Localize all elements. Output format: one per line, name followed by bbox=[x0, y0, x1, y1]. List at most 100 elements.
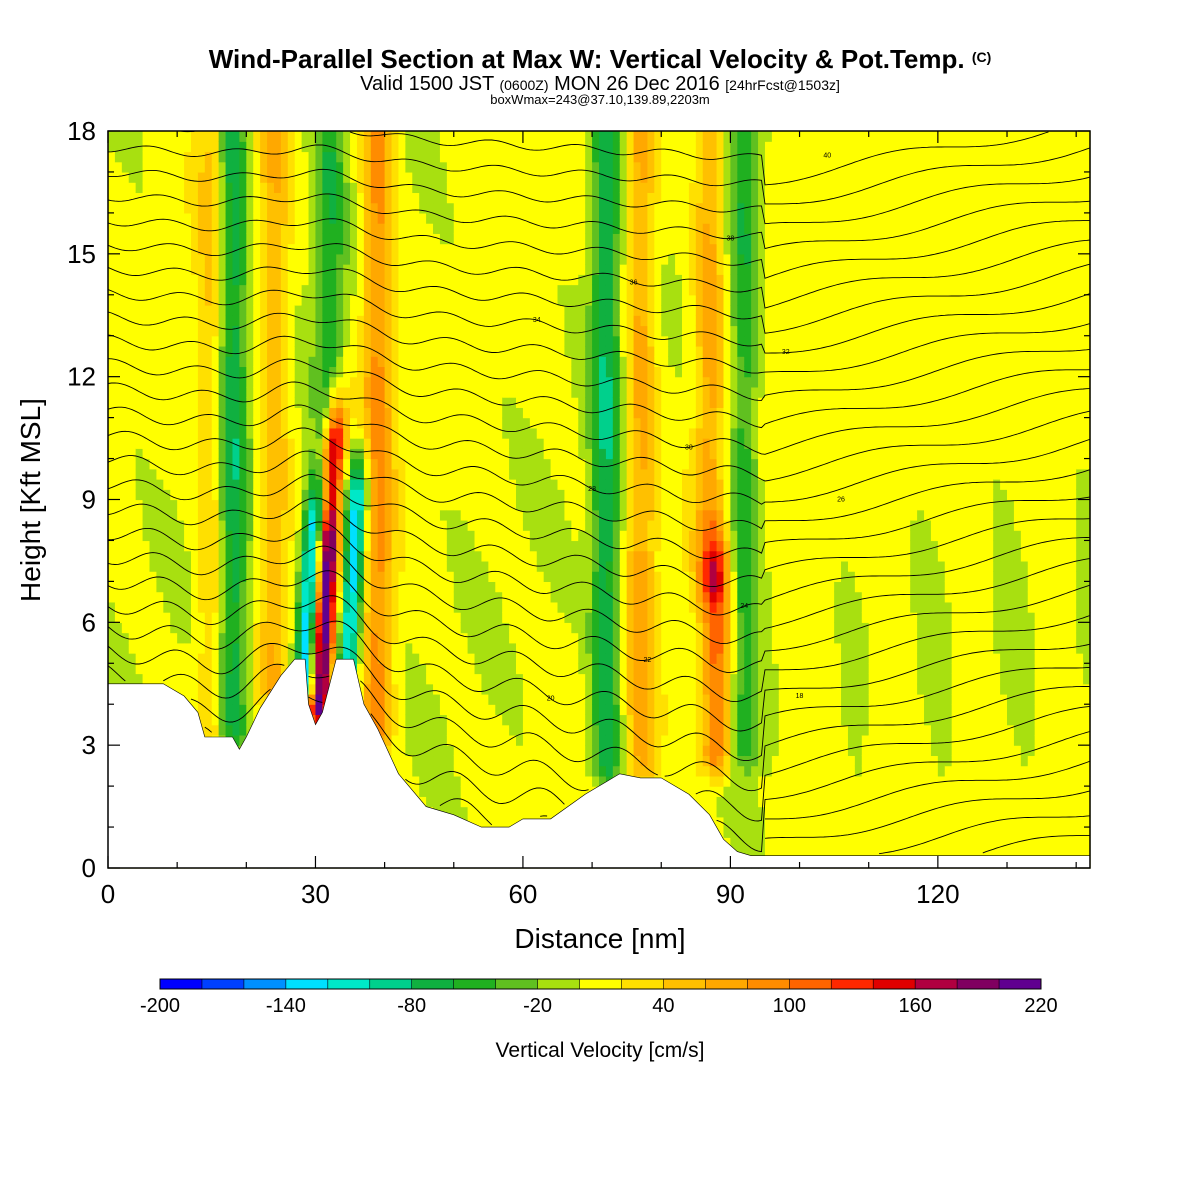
field-cell bbox=[156, 581, 164, 593]
field-cell bbox=[384, 294, 393, 306]
field-cell bbox=[495, 212, 503, 224]
field-cell bbox=[460, 571, 469, 582]
field-cell bbox=[384, 427, 393, 439]
field-cell bbox=[550, 622, 559, 634]
field-cell bbox=[426, 765, 434, 777]
field-cell bbox=[550, 786, 559, 797]
field-cell bbox=[142, 212, 151, 224]
field-cell bbox=[142, 407, 151, 419]
field-cell bbox=[460, 796, 469, 808]
field-cell bbox=[439, 438, 448, 449]
field-cell bbox=[287, 233, 296, 245]
field-cell bbox=[398, 253, 406, 265]
field-cell bbox=[578, 509, 586, 521]
field-cell bbox=[267, 653, 275, 664]
field-cell bbox=[460, 141, 469, 153]
field-cell bbox=[177, 642, 185, 654]
field-cell bbox=[398, 468, 406, 480]
field-cell bbox=[287, 325, 296, 337]
field-cell bbox=[121, 366, 130, 378]
field-cell bbox=[184, 653, 192, 664]
field-cell bbox=[287, 417, 296, 429]
field-cell bbox=[232, 366, 240, 378]
field-cell bbox=[121, 274, 130, 286]
field-cell bbox=[343, 274, 351, 286]
field-cell bbox=[557, 673, 566, 685]
field-cell bbox=[363, 325, 372, 337]
field-cell bbox=[474, 591, 483, 603]
field-cell bbox=[301, 560, 310, 572]
field-cell bbox=[509, 796, 517, 808]
field-cell bbox=[536, 264, 545, 275]
field-cell bbox=[412, 305, 420, 316]
field-cell bbox=[433, 745, 441, 757]
field-cell bbox=[467, 724, 476, 736]
field-cell bbox=[336, 356, 344, 368]
field-cell bbox=[433, 223, 441, 234]
field-cell bbox=[232, 151, 240, 163]
field-cell bbox=[108, 438, 116, 449]
field-cell bbox=[142, 417, 151, 429]
field-cell bbox=[536, 796, 545, 808]
field-cell bbox=[488, 161, 496, 173]
field-cell bbox=[197, 663, 206, 675]
field-cell bbox=[336, 438, 344, 449]
field-cell bbox=[287, 151, 296, 163]
field-cell bbox=[578, 212, 586, 224]
field-cell bbox=[446, 468, 455, 480]
field-cell bbox=[225, 253, 234, 265]
field-cell bbox=[350, 253, 358, 265]
field-cell bbox=[301, 212, 310, 224]
field-cell bbox=[301, 550, 310, 562]
field-cell bbox=[322, 212, 330, 224]
field-cell bbox=[578, 642, 586, 654]
field-cell bbox=[267, 612, 275, 623]
field-cell bbox=[280, 560, 289, 572]
field-cell bbox=[398, 612, 406, 623]
field-cell bbox=[391, 417, 400, 429]
field-cell bbox=[460, 305, 469, 316]
field-cell bbox=[536, 284, 545, 296]
field-cell bbox=[488, 182, 496, 194]
field-cell bbox=[128, 673, 137, 685]
field-cell bbox=[315, 253, 323, 265]
field-cell bbox=[557, 407, 566, 419]
field-cell bbox=[481, 519, 489, 531]
field-cell bbox=[405, 571, 413, 582]
field-cell bbox=[239, 305, 247, 316]
field-cell bbox=[564, 509, 572, 521]
field-cell bbox=[135, 591, 144, 603]
field-cell bbox=[315, 519, 323, 531]
field-cell bbox=[197, 642, 206, 654]
field-cell bbox=[308, 171, 317, 183]
field-cell bbox=[578, 202, 586, 214]
field-cell bbox=[356, 202, 365, 214]
field-cell bbox=[453, 212, 462, 224]
field-cell bbox=[128, 622, 137, 634]
field-cell bbox=[439, 796, 448, 808]
field-cell bbox=[273, 591, 282, 603]
field-cell bbox=[232, 499, 240, 511]
field-cell bbox=[363, 223, 372, 234]
field-cell bbox=[273, 673, 282, 685]
field-cell bbox=[315, 560, 323, 572]
field-cell bbox=[543, 345, 552, 357]
field-cell bbox=[398, 325, 406, 337]
field-cell bbox=[356, 560, 365, 572]
field-cell bbox=[294, 264, 303, 275]
field-cell bbox=[301, 653, 310, 664]
field-cell bbox=[246, 540, 254, 552]
field-cell bbox=[370, 376, 379, 388]
field-cell bbox=[121, 642, 130, 654]
field-cell bbox=[287, 161, 296, 173]
field-cell bbox=[433, 765, 441, 777]
field-cell bbox=[543, 653, 552, 664]
field-cell bbox=[246, 356, 254, 368]
field-cell bbox=[356, 264, 365, 275]
field-cell bbox=[564, 386, 572, 398]
field-cell bbox=[405, 182, 413, 194]
field-cell bbox=[177, 499, 185, 511]
field-cell bbox=[280, 274, 289, 286]
field-cell bbox=[453, 356, 462, 368]
field-cell bbox=[453, 448, 462, 460]
